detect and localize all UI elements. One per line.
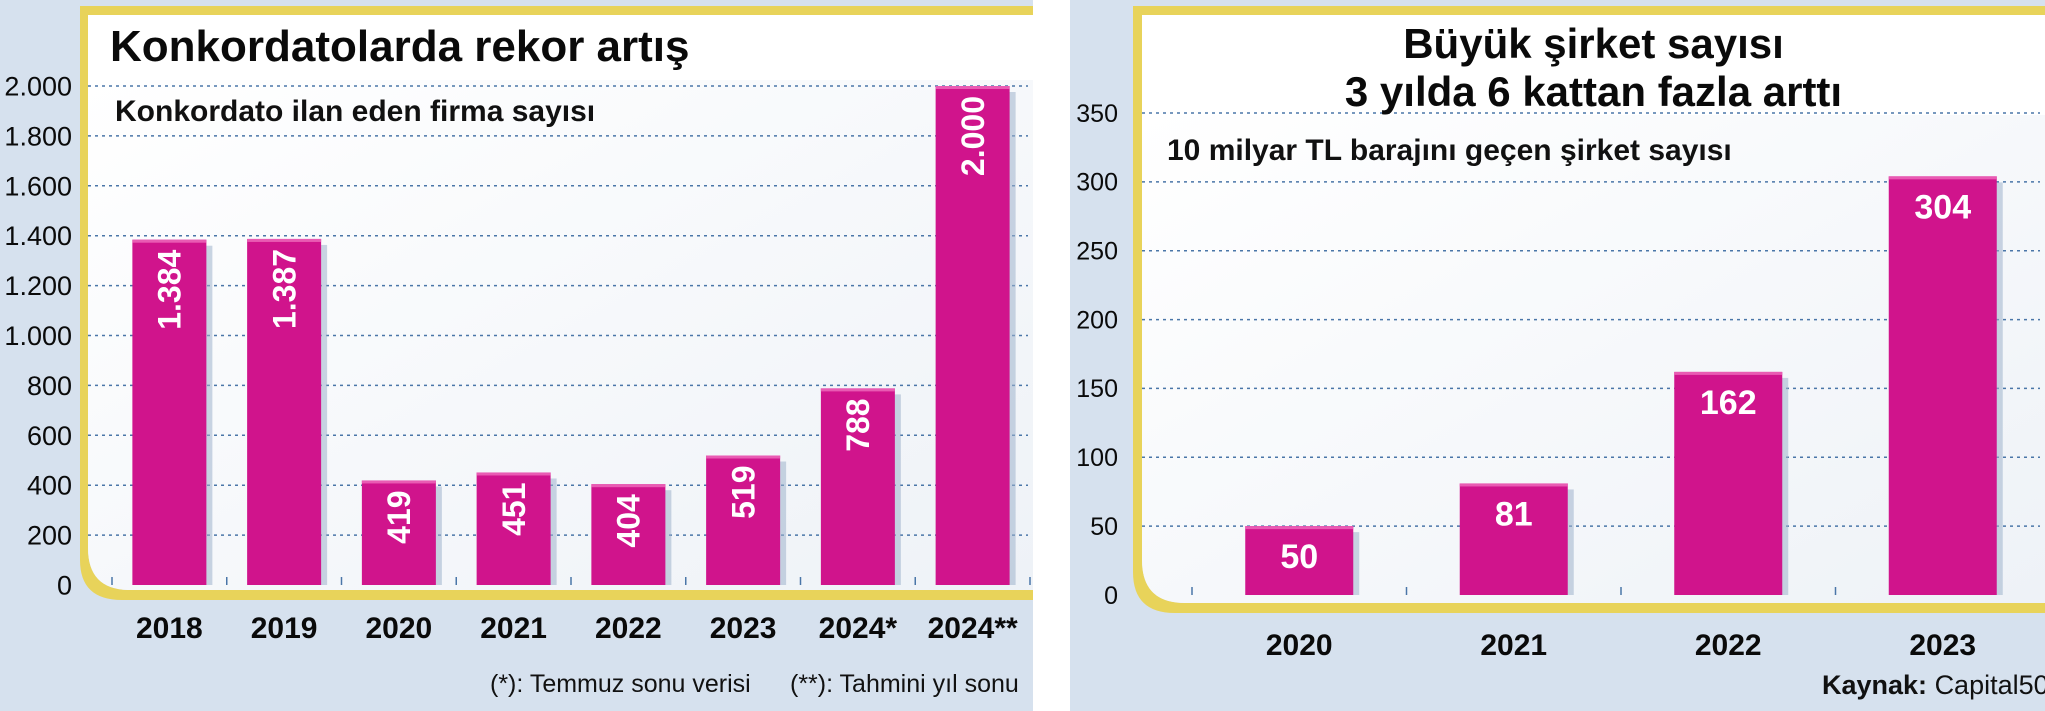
- bar: [591, 484, 666, 585]
- y-tick-label: 50: [1090, 513, 1118, 541]
- left-footnote-1: (*): Temmuz sonu verisi: [490, 670, 751, 698]
- bar-value-label: 1.384: [152, 249, 188, 329]
- x-tick-label: 2019: [251, 612, 318, 645]
- right-title-box: [1142, 15, 2045, 115]
- bar: [476, 472, 551, 585]
- y-tick-label: 400: [27, 471, 72, 501]
- left-title-box: [88, 15, 1033, 80]
- source-label: Kaynak:: [1822, 670, 1928, 700]
- bar-value-label: 304: [1914, 188, 1971, 226]
- bar-value-label: 2.000: [955, 96, 991, 176]
- bar: [132, 239, 207, 585]
- bar-top-edge: [132, 239, 207, 243]
- x-tick-label: 2020: [366, 612, 433, 645]
- y-tick-label: 200: [1076, 306, 1118, 334]
- bar-top-edge: [1674, 371, 1783, 375]
- right-chart-title-line1: Büyük şirket sayısı: [1403, 20, 1784, 67]
- x-tick-label: 2023: [710, 612, 777, 645]
- y-tick-label: 250: [1076, 237, 1118, 265]
- y-tick-label: 800: [27, 371, 72, 401]
- y-tick-label: 100: [1076, 444, 1118, 472]
- x-tick-label: 2024**: [928, 612, 1018, 645]
- bar-top-edge: [361, 480, 436, 484]
- bar: [1245, 526, 1354, 595]
- x-tick-label: 2022: [595, 612, 662, 645]
- right-chart-panel: 0 50 100 150 200 250 300 350 50 81 162 304 2020 202…: [1070, 0, 2045, 711]
- x-tick-label: 2021: [1480, 629, 1547, 662]
- y-tick-label: 1.800: [4, 121, 72, 151]
- bar-value-label: 404: [611, 494, 647, 548]
- y-tick-label: 600: [27, 421, 72, 451]
- x-tick-label: 2023: [1909, 629, 1976, 662]
- bar-top-edge: [1888, 176, 1997, 180]
- bar: [1674, 371, 1783, 595]
- y-tick-label: 0: [1104, 582, 1118, 610]
- bar-value-label: 519: [725, 466, 761, 519]
- bar-value-label: 419: [381, 490, 417, 543]
- right-plot-area: [1142, 115, 2045, 603]
- y-tick-label: 2.000: [4, 71, 72, 101]
- bar: [361, 480, 436, 585]
- bar: [1888, 176, 1997, 595]
- bar: [1459, 483, 1568, 595]
- y-tick-label: 1.400: [4, 221, 72, 251]
- left-chart-panel: 0 200 400 600 800 1.000 1.200 1.400 1.600 1.800 2.…: [0, 0, 1033, 711]
- y-tick-label: 300: [1076, 169, 1118, 197]
- left-chart-subtitle: Konkordato ilan eden firma sayısı: [115, 95, 596, 128]
- bar-top-edge: [1459, 483, 1568, 487]
- y-tick-label: 150: [1076, 375, 1118, 403]
- bar-value-label: 81: [1495, 495, 1533, 533]
- left-chart-svg: 0 200 400 600 800 1.000 1.200 1.400 1.600 1.800 2.…: [4, 6, 1033, 645]
- bar: [247, 238, 322, 586]
- bar-value-label: 1.387: [266, 249, 302, 329]
- right-chart-subtitle: 10 milyar TL barajını geçen şirket sayıs…: [1167, 134, 1732, 167]
- source-value: Capital500: [1934, 670, 2045, 700]
- y-tick-label: 1.200: [4, 271, 72, 301]
- right-chart-title-line2: 3 yılda 6 kattan fazla arttı: [1344, 68, 1843, 115]
- bar-value-label: 451: [496, 482, 532, 535]
- x-tick-label: 2024*: [819, 612, 898, 645]
- bar-top-edge: [591, 484, 666, 488]
- bar-top-edge: [1245, 526, 1354, 530]
- bar-top-edge: [247, 238, 322, 242]
- source-note: Kaynak: Capital500: [1822, 670, 2045, 701]
- bar-top-edge: [820, 388, 895, 392]
- bar-value-label: 162: [1700, 384, 1757, 422]
- bar: [935, 86, 1010, 585]
- bar: [820, 388, 895, 585]
- right-chart-svg: 0 50 100 150 200 250 300 350 50 81 162 304 2020 202…: [1076, 6, 2045, 662]
- y-tick-label: 1.600: [4, 171, 72, 201]
- x-tick-label: 2020: [1266, 629, 1333, 662]
- x-tick-label: 2018: [136, 612, 203, 645]
- bar-top-edge: [935, 86, 1010, 89]
- y-tick-label: 350: [1076, 100, 1118, 128]
- y-tick-label: 200: [27, 521, 72, 551]
- left-footnote-2: (**): Tahmini yıl sonu: [790, 670, 1019, 698]
- bar-top-edge: [476, 472, 551, 476]
- y-tick-label: 0: [57, 570, 72, 600]
- bar-value-label: 50: [1280, 538, 1318, 576]
- x-tick-label: 2022: [1695, 629, 1762, 662]
- bar-top-edge: [706, 455, 781, 459]
- left-chart-title: Konkordatolarda rekor artış: [110, 22, 690, 71]
- bar: [706, 455, 781, 585]
- bar-value-label: 788: [840, 398, 876, 451]
- x-tick-label: 2021: [480, 612, 547, 645]
- y-tick-label: 1.000: [4, 321, 72, 351]
